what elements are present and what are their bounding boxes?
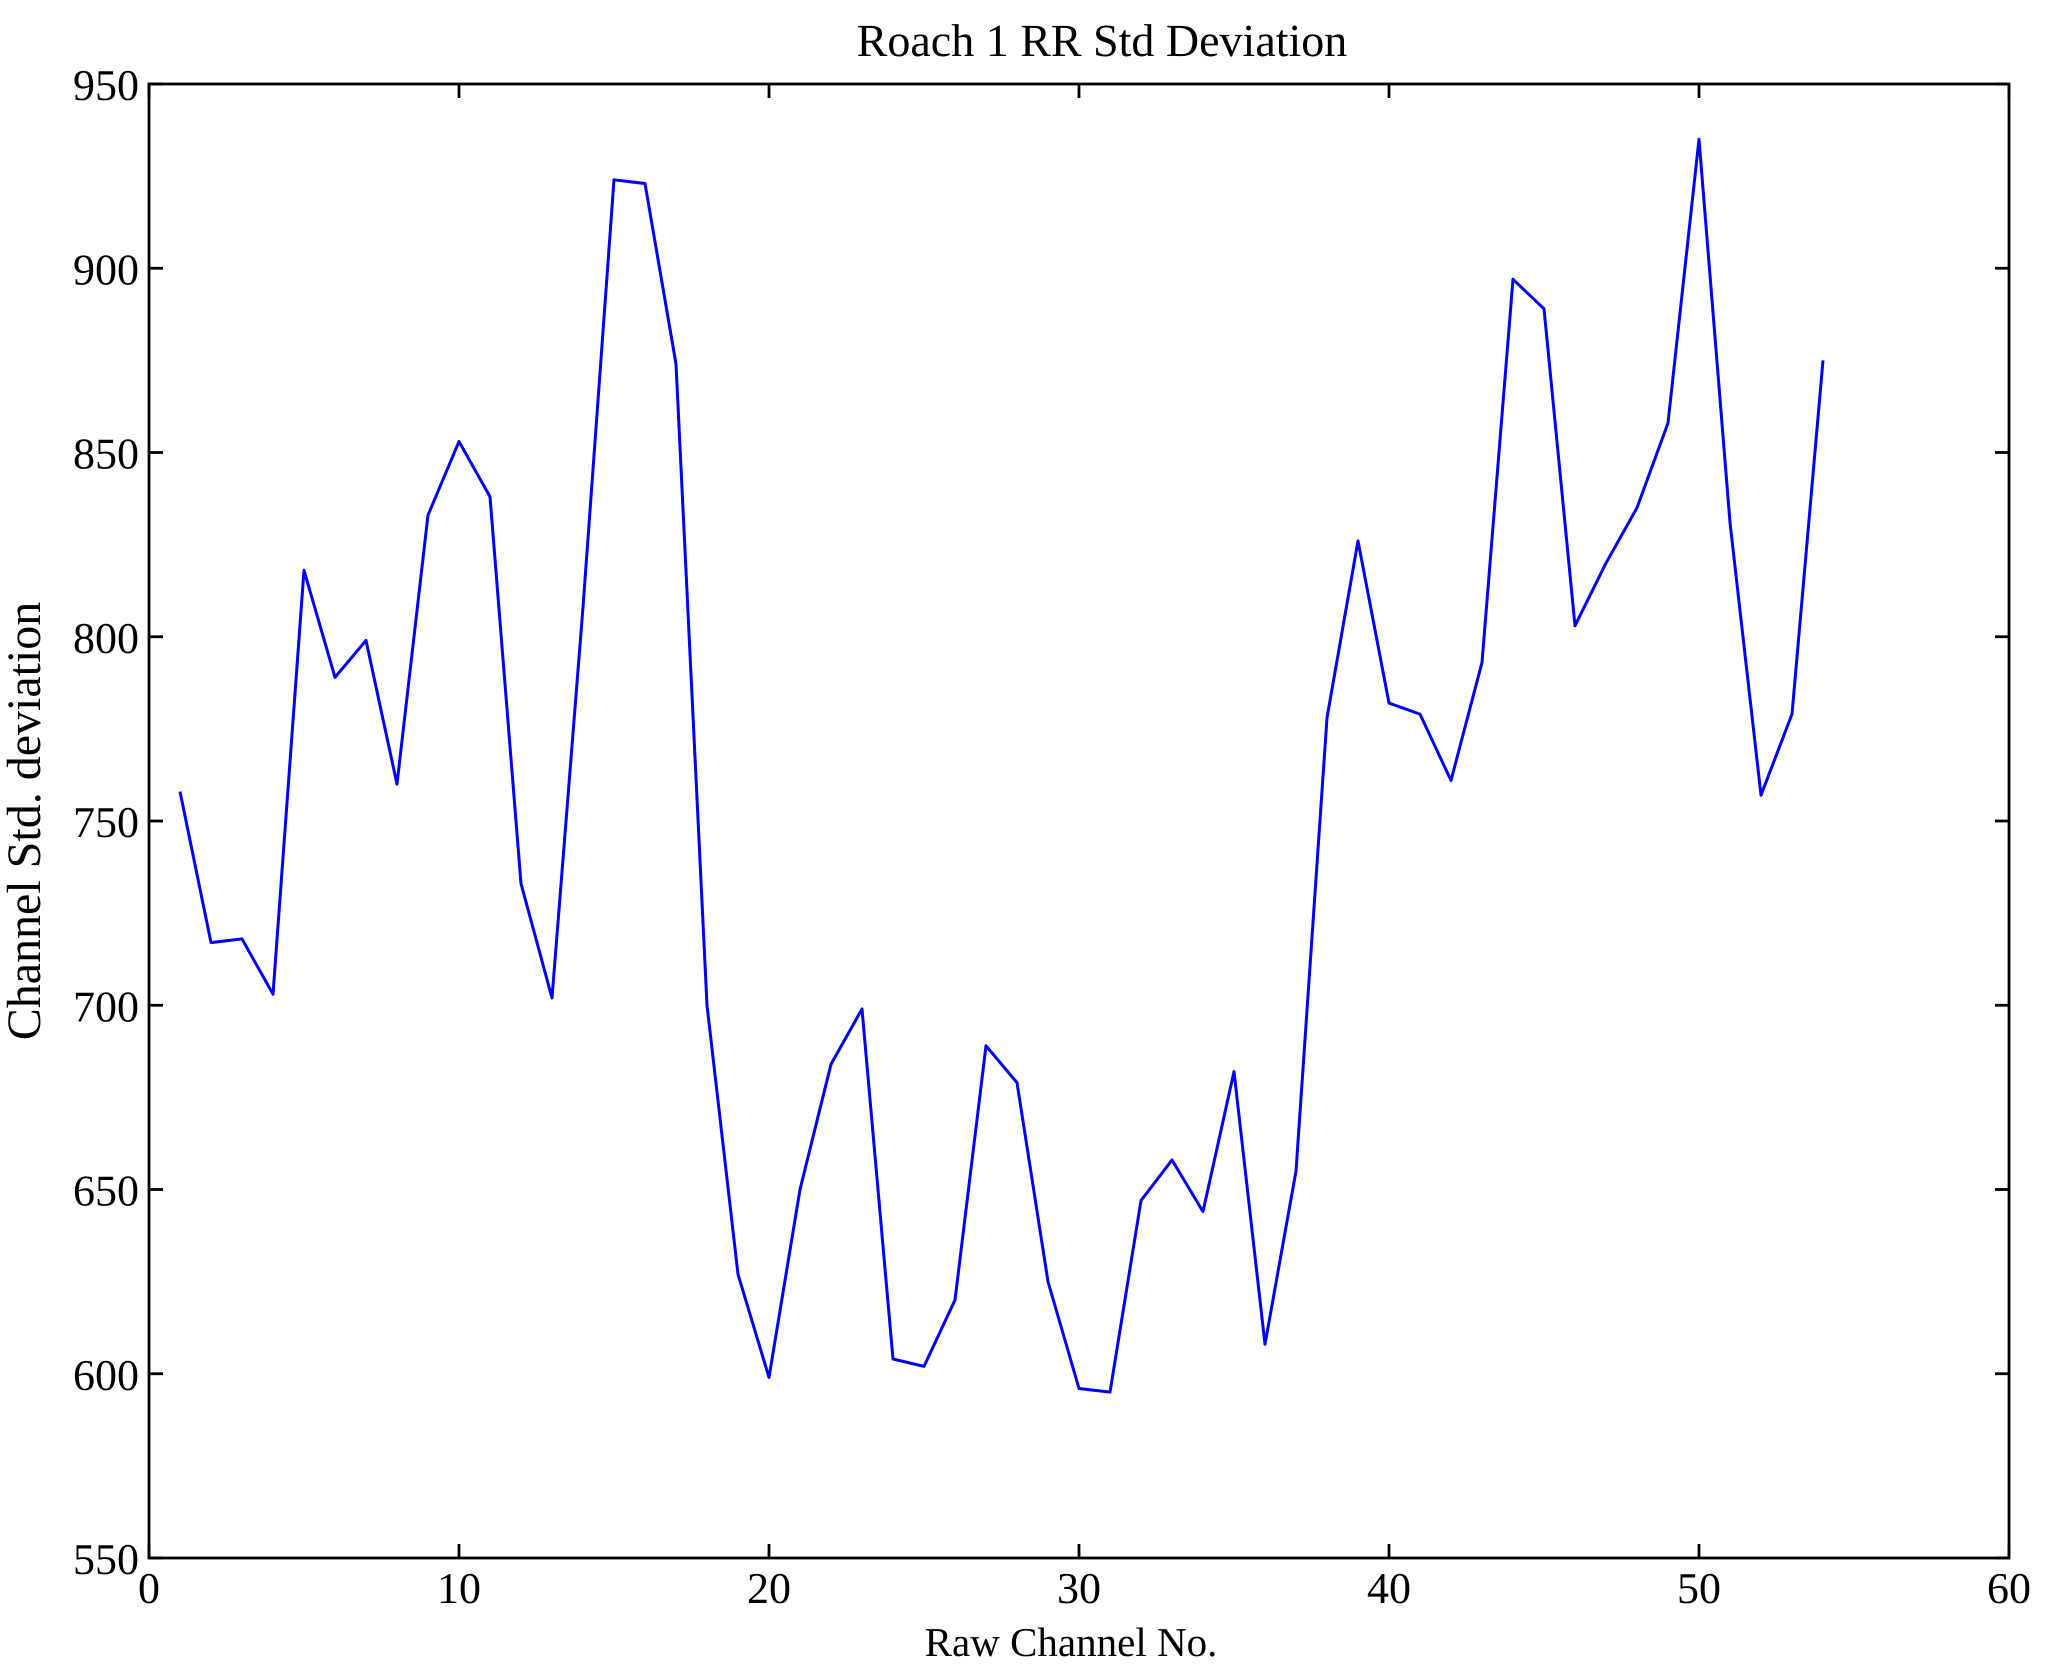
svg-text:0: 0 xyxy=(138,1564,160,1613)
svg-text:900: 900 xyxy=(73,245,139,294)
svg-text:800: 800 xyxy=(73,614,139,663)
svg-text:Channel Std. deviation: Channel Std. deviation xyxy=(0,602,51,1041)
svg-text:30: 30 xyxy=(1057,1564,1101,1613)
svg-text:750: 750 xyxy=(73,798,139,847)
svg-text:700: 700 xyxy=(73,982,139,1031)
svg-text:850: 850 xyxy=(73,430,139,479)
svg-text:550: 550 xyxy=(73,1535,139,1584)
svg-text:20: 20 xyxy=(747,1564,791,1613)
svg-text:40: 40 xyxy=(1367,1564,1411,1613)
svg-text:60: 60 xyxy=(1987,1564,2031,1613)
svg-text:Raw Channel No.: Raw Channel No. xyxy=(925,1619,1218,1665)
svg-text:600: 600 xyxy=(73,1351,139,1400)
svg-text:650: 650 xyxy=(73,1167,139,1216)
svg-text:50: 50 xyxy=(1677,1564,1721,1613)
svg-text:10: 10 xyxy=(437,1564,481,1613)
svg-text:Roach 1 RR Std Deviation: Roach 1 RR Std Deviation xyxy=(857,15,1348,66)
svg-text:950: 950 xyxy=(73,61,139,110)
